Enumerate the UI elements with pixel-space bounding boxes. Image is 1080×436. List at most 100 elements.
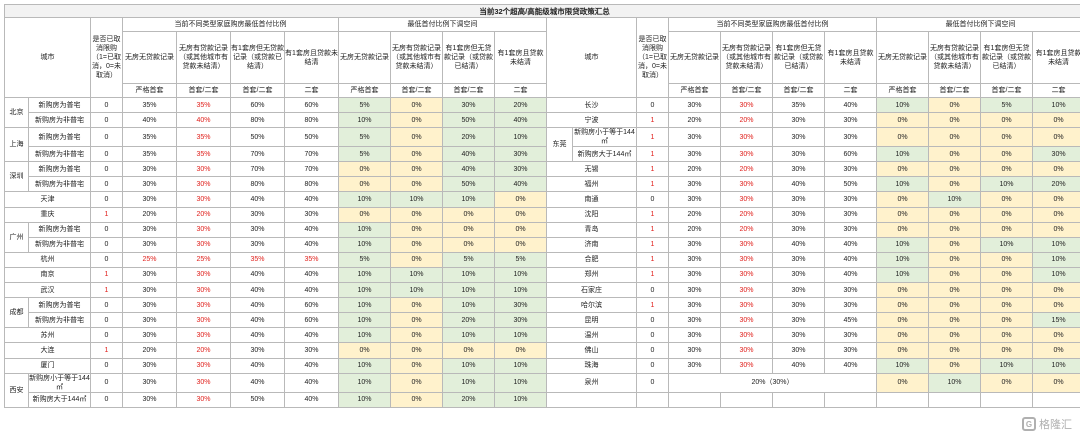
row-current-value: 40% (284, 236, 339, 253)
row-current-value: 40% (230, 282, 285, 299)
row-adjust-value: 40% (494, 112, 547, 129)
row-cancel-flag: 0 (90, 191, 123, 208)
table-title: 当前32个超高/高能级城市限贷政策汇总 (3, 4, 1080, 18)
row-cancel-flag: 0 (90, 221, 123, 238)
row-adjust-value: 0% (928, 357, 981, 374)
row-current-value: 30% (122, 357, 177, 374)
subheader: 无房有贷款记录（或其他城市有贷款未结清） (928, 31, 981, 84)
row-adjust-value: 10% (876, 176, 929, 193)
row-current-value: 40% (284, 391, 339, 408)
row-adjust-value: 0% (390, 221, 443, 238)
table-row: 厦门 0 30% 30% 40% 40% 10% 0% 10% 10% 珠海 0 30% 30% 40% 40… (4, 357, 1080, 374)
header-row-2: 无房无贷款记录 无房有贷款记录（或其他城市有贷款未结清） 有1套房但无贷款记录（… (5, 31, 1080, 84)
row-cancel-flag: 0 (636, 191, 669, 208)
row-adjust-value: 10% (980, 236, 1033, 253)
row-current-value: 30% (122, 221, 177, 238)
row-current-value: 20% (176, 342, 231, 359)
row-current-value: 30% (122, 391, 177, 408)
table-row: 深圳 新购房为普宅 0 30% 30% 70% 70% 0% 0% 40% 30% 无锡 1 20% 20%… (4, 161, 1080, 193)
row-current-value: 30% (720, 191, 773, 208)
row-adjust-value: 10% (1031, 357, 1080, 374)
table-row: 苏州 0 30% 30% 40% 40% 10% 0% 10% 10% 温州 0 30% 30% 30% 30… (4, 327, 1080, 344)
row-city: 沈阳 (546, 206, 637, 223)
row-adjust-value: 0% (980, 161, 1033, 178)
row-adjust-value: 0% (390, 372, 443, 393)
row-cancel-flag: 1 (636, 297, 669, 314)
row-cancel-flag: 0 (90, 391, 123, 408)
row-adjust-value: 10% (876, 251, 929, 268)
row-adjust-value: 0% (390, 357, 443, 374)
row-adjust-value: 10% (338, 327, 391, 344)
row-adjust-value: 0% (1031, 221, 1080, 238)
row-subtype: 新购房为非普宅 (28, 146, 91, 163)
row-current-value: 45% (824, 312, 877, 329)
row-subtype: 新购房为非普宅 (28, 112, 91, 129)
row-current-value: 30% (176, 372, 231, 393)
subheader: 有1套房且贷款未结清 (824, 31, 877, 84)
row-adjust-value: 10% (338, 191, 391, 208)
row-current-value: 20% (720, 221, 773, 238)
row-current-value: 30% (720, 146, 773, 163)
row-adjust-value: 0% (980, 312, 1033, 329)
row-city (546, 391, 637, 408)
row-current-value: 30% (720, 297, 773, 314)
row-adjust-value: 0% (494, 236, 547, 253)
subheader: 有1套房且贷款未结清 (494, 31, 547, 84)
row-city: 青岛 (546, 221, 637, 238)
row-adjust-value: 0% (390, 206, 443, 223)
table-row: 杭州 0 25% 25% 35% 35% 5% 0% 5% 5% 合肥 1 30% 30% 30% 40% 10… (4, 251, 1080, 268)
row-adjust-value: 10% (338, 112, 391, 129)
level-label: 首套/二套 (442, 83, 495, 98)
row-adjust-value: 0% (980, 297, 1033, 314)
row-current-value: 35% (772, 96, 825, 114)
header-cancel-right: 是否已取消限购（1=已取消，0=未取消） (636, 17, 669, 98)
row-current-value: 50% (230, 127, 285, 148)
row-adjust-value: 0% (928, 236, 981, 253)
row-adjust-value: 0% (1031, 112, 1080, 129)
row-adjust-value: 20% (1031, 176, 1080, 193)
row-current-value: 40% (122, 112, 177, 129)
row-current-value: 30% (720, 342, 773, 359)
subheader: 有1套房但无贷款记录（或贷款已结清） (230, 31, 285, 84)
table-row: 西安 新购房小于等于144㎡ 0 30% 30% 40% 40% 10% 0% 10% 10% 泉州 0… (4, 372, 1080, 408)
row-subtype: 新购房小于等于144㎡ (28, 372, 91, 393)
subheader: 无房无贷款记录 (668, 31, 721, 84)
row-current-value: 30% (720, 282, 773, 299)
row-adjust-value: 15% (1031, 312, 1080, 329)
row-adjust-value: 10% (1031, 236, 1080, 253)
header-group-b-left: 最低首付比例下调空间 (338, 17, 547, 32)
row-adjust-value: 10% (980, 357, 1033, 374)
row-city: 无锡 (546, 161, 637, 178)
row-current-value: 30% (772, 297, 825, 314)
subheader: 有1套房但无贷款记录（或贷款已结清） (442, 31, 495, 84)
row-adjust-value: 5% (980, 96, 1033, 114)
header-cancel-left: 是否已取消限购（1=已取消，0=未取消） (90, 17, 123, 98)
row-adjust-value: 0% (390, 391, 443, 408)
row-current-value: 40% (824, 357, 877, 374)
row-current-value: 30% (772, 146, 825, 163)
row-current-value: 30% (668, 282, 721, 299)
level-label: 首套/二套 (230, 83, 285, 98)
row-current-value: 40% (772, 236, 825, 253)
row-adjust-value: 10% (338, 236, 391, 253)
row-adjust-value: 0% (1031, 206, 1080, 223)
header-city-left: 城市 (4, 17, 91, 98)
row-city: 重庆 (4, 206, 91, 223)
row-current-value: 40% (284, 266, 339, 284)
row-adjust-value: 0% (390, 127, 443, 148)
row-current-value: 30% (176, 266, 231, 284)
row-current-value: 30% (668, 191, 721, 208)
level-label: 首套/二套 (772, 83, 825, 98)
level-label: 严格首套 (122, 83, 177, 98)
row-cancel-flag: 1 (90, 266, 123, 284)
row-current-value: 20% (668, 161, 721, 178)
row-cancel-flag: 0 (636, 372, 669, 393)
row-subtype: 新购房为普宅 (28, 127, 91, 148)
row-current-value: 30% (176, 236, 231, 253)
row-subtype: 新购房为非普宅 (28, 312, 91, 329)
row-current-value: 30% (122, 191, 177, 208)
row-current-value: 70% (284, 161, 339, 178)
row-adjust-value: 10% (876, 266, 929, 284)
row-adjust-value: 10% (928, 191, 981, 208)
row-current-value: 35% (230, 251, 285, 268)
